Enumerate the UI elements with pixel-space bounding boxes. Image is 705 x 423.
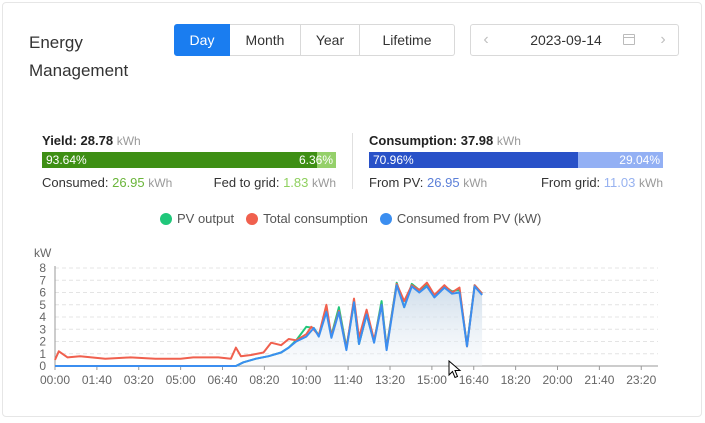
x-tick-label: 20:00 bbox=[542, 373, 572, 387]
legend-label-consumed: Consumed from PV (kW) bbox=[396, 211, 542, 226]
x-tick-label: 01:40 bbox=[82, 373, 112, 387]
yield-fed-to-grid: Fed to grid: 1.83 kWh bbox=[214, 175, 336, 190]
consumption-label: Consumption: bbox=[369, 133, 458, 148]
consumption-from-grid: From grid: 11.03 kWh bbox=[541, 175, 663, 190]
chevron-right-icon[interactable]: › bbox=[660, 31, 666, 48]
y-tick-label: 4 bbox=[39, 310, 46, 324]
from-grid-value: 11.03 bbox=[603, 175, 636, 190]
yield-consumed: Consumed: 26.95 kWh bbox=[42, 175, 172, 190]
calendar-icon[interactable] bbox=[623, 34, 635, 45]
legend-dot-total bbox=[246, 212, 259, 225]
legend-item-consumed-from-pv[interactable]: Consumed from PV (kW) bbox=[379, 211, 542, 226]
x-tick-label: 08:20 bbox=[249, 373, 279, 387]
legend-label-pv: PV output bbox=[177, 211, 235, 226]
consumed-area bbox=[55, 285, 483, 366]
fed-value: 1.83 bbox=[283, 175, 309, 190]
date-picker[interactable]: ‹ 2023-09-14 › bbox=[470, 24, 679, 56]
y-axis-label: kW bbox=[34, 246, 52, 260]
consumption-header: Consumption: 37.98 kWh bbox=[369, 133, 521, 148]
x-tick-label: 23:20 bbox=[626, 373, 656, 387]
consumption-bar-pv: 70.96% bbox=[369, 152, 578, 168]
x-tick-label: 10:00 bbox=[291, 373, 321, 387]
legend-dot-consumed bbox=[379, 212, 392, 225]
from-grid-label: From grid: bbox=[540, 175, 601, 190]
y-tick-label: 3 bbox=[39, 322, 46, 336]
legend-item-pv-output[interactable]: PV output bbox=[160, 211, 234, 226]
section-divider bbox=[352, 133, 353, 189]
title-line1: Energy bbox=[29, 33, 83, 52]
consumed-value: 26.95 bbox=[112, 175, 145, 190]
consumed-label: Consumed: bbox=[42, 175, 109, 190]
fed-label: Fed to grid: bbox=[213, 175, 280, 190]
x-tick-label: 05:00 bbox=[166, 373, 196, 387]
x-tick-label: 13:20 bbox=[375, 373, 405, 387]
yield-bar: 93.64% 6.36% bbox=[42, 152, 336, 168]
x-tick-label: 00:00 bbox=[40, 373, 70, 387]
yield-bar-fed: 6.36% bbox=[299, 152, 336, 168]
yield-header: Yield: 28.78 kWh bbox=[42, 133, 141, 148]
y-tick-label: 6 bbox=[39, 286, 46, 300]
x-tick-label: 15:00 bbox=[417, 373, 447, 387]
y-tick-label: 0 bbox=[39, 359, 46, 373]
legend-dot-pv bbox=[160, 212, 172, 225]
y-tick-label: 5 bbox=[39, 298, 46, 312]
yield-label: Yield: bbox=[42, 133, 77, 148]
consumed-from-pv-line bbox=[55, 284, 483, 367]
y-tick-label: 1 bbox=[39, 347, 46, 361]
x-tick-label: 21:40 bbox=[584, 373, 614, 387]
y-tick-label: 2 bbox=[39, 335, 46, 349]
x-tick-label: 06:40 bbox=[207, 373, 237, 387]
chevron-left-icon[interactable]: ‹ bbox=[483, 31, 489, 48]
consumption-bar: 70.96% 29.04% bbox=[369, 152, 663, 168]
legend-label-total: Total consumption bbox=[263, 211, 368, 226]
from-pv-value: 26.95 bbox=[427, 175, 460, 190]
yield-left-pct: 93.64% bbox=[46, 153, 87, 167]
tab-day[interactable]: Day bbox=[174, 24, 230, 56]
chart-legend: PV output Total consumption Consumed fro… bbox=[160, 211, 541, 226]
title-line2: Management bbox=[29, 61, 129, 80]
x-tick-label: 18:20 bbox=[501, 373, 531, 387]
x-tick-label: 11:40 bbox=[334, 373, 363, 387]
y-tick-label: 7 bbox=[39, 273, 46, 287]
consumption-right-pct: 29.04% bbox=[619, 153, 660, 167]
yield-unit: kWh bbox=[116, 134, 141, 148]
page-title: Energy Management bbox=[29, 29, 159, 85]
legend-item-total-consumption[interactable]: Total consumption bbox=[246, 211, 368, 226]
consumed-unit: kWh bbox=[148, 176, 173, 190]
total-consumption-line bbox=[54, 281, 483, 361]
x-tick-label: 03:20 bbox=[124, 373, 154, 387]
y-tick-label: 8 bbox=[39, 261, 46, 275]
consumption-left-pct: 70.96% bbox=[373, 153, 414, 167]
consumption-unit: kWh bbox=[496, 134, 521, 148]
consumption-value: 37.98 bbox=[460, 133, 494, 148]
consumption-bar-grid: 29.04% bbox=[578, 152, 663, 168]
from-grid-unit: kWh bbox=[639, 176, 663, 190]
period-tabs: Day Month Year Lifetime bbox=[174, 24, 455, 56]
date-value[interactable]: 2023-09-14 bbox=[530, 32, 602, 48]
from-pv-unit: kWh bbox=[463, 176, 488, 190]
tab-lifetime[interactable]: Lifetime bbox=[360, 24, 455, 56]
tab-month[interactable]: Month bbox=[230, 24, 301, 56]
consumption-from-pv: From PV: 26.95 kWh bbox=[369, 175, 487, 190]
mouse-cursor-icon bbox=[448, 360, 462, 379]
from-pv-label: From PV: bbox=[369, 175, 424, 190]
yield-bar-consumed: 93.64% bbox=[42, 152, 317, 168]
tab-year[interactable]: Year bbox=[301, 24, 360, 56]
x-tick-label: 16:40 bbox=[459, 373, 489, 387]
fed-unit: kWh bbox=[312, 176, 336, 190]
yield-right-pct: 6.36% bbox=[298, 153, 333, 167]
yield-value: 28.78 bbox=[80, 133, 114, 148]
